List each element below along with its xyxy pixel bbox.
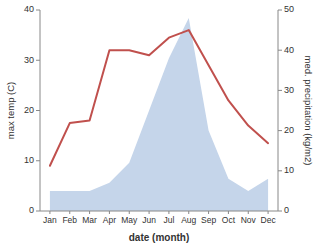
y2-tick — [278, 211, 282, 212]
x-tick-label: Apr — [103, 215, 116, 225]
y2-axis-line — [278, 10, 279, 211]
y-tick-label: 40 — [24, 4, 34, 14]
y-tick-label: 20 — [24, 105, 34, 115]
x-tick-label: Dec — [261, 215, 277, 225]
y-tick — [36, 160, 40, 161]
y-tick-label: 30 — [24, 55, 34, 65]
x-tick — [228, 211, 229, 214]
page: {"chart_data": {"type": "line", "categor… — [0, 0, 318, 247]
y2-tick — [278, 130, 282, 131]
line — [50, 30, 268, 166]
y2-axis-label: med. precipitation (kg/m2) — [303, 56, 314, 166]
x-tick-label: Oct — [222, 215, 236, 225]
chart-container: 0 10 20 30 40 0 10 20 30 40 50 Jan Feb Mar Apr May Jun Ju… — [0, 0, 318, 247]
x-tick — [268, 211, 269, 214]
y2-tick — [278, 50, 282, 51]
y-tick-label: 0 — [29, 205, 34, 215]
x-tick — [109, 211, 110, 214]
x-tick-label: Nov — [241, 215, 257, 225]
y2-tick — [278, 170, 282, 171]
x-tick — [168, 211, 169, 214]
y2-tick-label: 20 — [284, 125, 294, 135]
x-tick — [208, 211, 209, 214]
y2-tick — [278, 90, 282, 91]
y-tick — [36, 110, 40, 111]
x-tick — [188, 211, 189, 214]
chart-svg: 0 10 20 30 40 0 10 20 30 40 50 Jan Feb Mar Apr May Jun Ju… — [0, 0, 318, 247]
x-tick-label: Jun — [142, 215, 156, 225]
y2-tick-label: 10 — [284, 165, 294, 175]
marks — [50, 18, 268, 211]
x-tick — [248, 211, 249, 214]
x-tick-label: Feb — [62, 215, 77, 225]
y2-tick-label: 0 — [284, 205, 289, 215]
y-tick-label: 10 — [24, 155, 34, 165]
y2-tick — [278, 10, 282, 11]
x-tick — [69, 211, 70, 214]
area — [50, 18, 268, 211]
y2-tick-label: 40 — [284, 45, 294, 55]
y2-tick-label: 50 — [284, 4, 294, 14]
y-tick — [36, 60, 40, 61]
x-tick-label: May — [121, 215, 138, 225]
x-tick — [149, 211, 150, 214]
x-axis-label: date (month) — [129, 232, 190, 243]
x-tick-label: Mar — [82, 215, 97, 225]
y-axis-label: max temp (C) — [5, 82, 16, 140]
x-tick — [89, 211, 90, 214]
y2-tick-label: 30 — [284, 85, 294, 95]
x-tick — [129, 211, 130, 214]
y-tick — [36, 211, 40, 212]
y-tick — [36, 10, 40, 11]
x-tick-label: Aug — [181, 215, 196, 225]
x-tick — [49, 211, 50, 214]
x-axis-line — [40, 211, 278, 212]
x-tick-label: Jan — [43, 215, 57, 225]
x-tick-label: Jul — [163, 215, 174, 225]
x-tick-label: Sep — [201, 215, 216, 225]
